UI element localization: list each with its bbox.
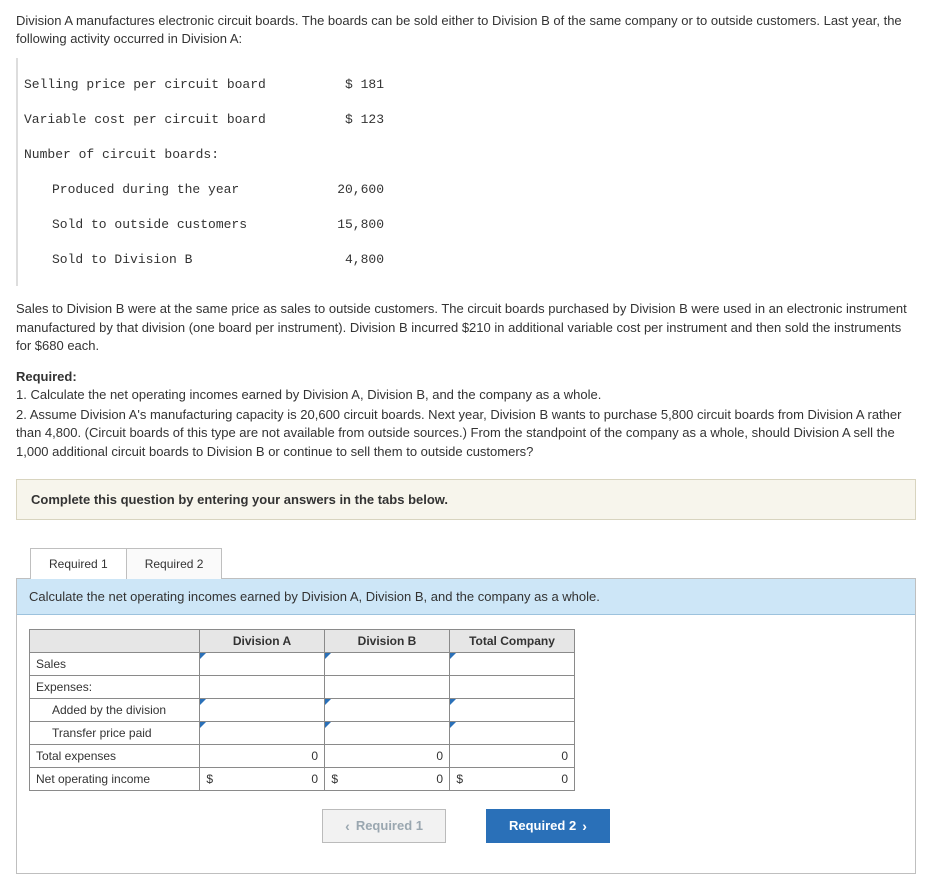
mono-value: $ 123 [304, 111, 384, 129]
mono-label: Number of circuit boards: [24, 146, 304, 164]
row-expenses-label: Expenses: [30, 675, 200, 698]
input-transfer-a[interactable] [200, 721, 325, 744]
prev-button-label: Required 1 [356, 818, 423, 833]
cell-total-exp-c: 0 [450, 744, 575, 767]
next-button-label: Required 2 [509, 818, 576, 833]
mono-value: $ 181 [304, 76, 384, 94]
mono-label: Variable cost per circuit board [24, 111, 304, 129]
input-transfer-b[interactable] [325, 721, 450, 744]
currency-symbol: $ [325, 767, 345, 790]
cell-total-exp-b: 0 [325, 744, 450, 767]
tab-required-1[interactable]: Required 1 [30, 548, 127, 579]
input-sales-a[interactable] [200, 652, 325, 675]
input-sales-c[interactable] [450, 652, 575, 675]
mono-value: 4,800 [304, 251, 384, 269]
input-transfer-c[interactable] [450, 721, 575, 744]
row-added-label: Added by the division [30, 698, 200, 721]
answer-table: Division A Division B Total Company Sale… [29, 629, 575, 791]
tab-required-2[interactable]: Required 2 [127, 548, 223, 579]
paragraph-2: Sales to Division B were at the same pri… [16, 300, 916, 355]
currency-symbol: $ [200, 767, 220, 790]
mono-label: Selling price per circuit board [24, 76, 304, 94]
mono-value: 15,800 [304, 216, 384, 234]
cell-blank [200, 675, 325, 698]
header-total-company: Total Company [450, 629, 575, 652]
mono-label: Sold to Division B [24, 251, 304, 269]
cell-blank [325, 675, 450, 698]
header-division-b: Division B [325, 629, 450, 652]
input-added-b[interactable] [325, 698, 450, 721]
input-added-c[interactable] [450, 698, 575, 721]
currency-symbol: $ [450, 767, 470, 790]
tab-panel: Calculate the net operating incomes earn… [16, 578, 916, 874]
requirement-1: 1. Calculate the net operating incomes e… [16, 386, 916, 404]
mono-label: Produced during the year [24, 181, 304, 199]
intro-paragraph: Division A manufactures electronic circu… [16, 12, 916, 48]
nav-row: ‹ Required 1 Required 2 › [29, 809, 903, 843]
row-sales-label: Sales [30, 652, 200, 675]
cell-noi-b: 0 [345, 767, 450, 790]
row-transfer-label: Transfer price paid [30, 721, 200, 744]
requirement-2: 2. Assume Division A's manufacturing cap… [16, 406, 916, 461]
data-table-mono: Selling price per circuit board$ 181 Var… [16, 58, 916, 286]
header-blank [30, 629, 200, 652]
row-noi-label: Net operating income [30, 767, 200, 790]
cell-noi-c: 0 [470, 767, 575, 790]
chevron-left-icon: ‹ [345, 818, 350, 834]
mono-value: 20,600 [304, 181, 384, 199]
instruction-bar: Complete this question by entering your … [16, 479, 916, 520]
cell-noi-a: 0 [220, 767, 325, 790]
mono-value [304, 146, 384, 164]
cell-blank [450, 675, 575, 698]
question-prompt: Calculate the net operating incomes earn… [17, 579, 915, 615]
chevron-right-icon: › [582, 818, 587, 834]
header-division-a: Division A [200, 629, 325, 652]
input-sales-b[interactable] [325, 652, 450, 675]
input-added-a[interactable] [200, 698, 325, 721]
prev-button[interactable]: ‹ Required 1 [322, 809, 446, 843]
cell-total-exp-a: 0 [200, 744, 325, 767]
required-heading: Required: [16, 369, 916, 384]
mono-label: Sold to outside customers [24, 216, 304, 234]
tab-strip: Required 1 Required 2 [30, 548, 916, 579]
next-button[interactable]: Required 2 › [486, 809, 610, 843]
row-total-exp-label: Total expenses [30, 744, 200, 767]
